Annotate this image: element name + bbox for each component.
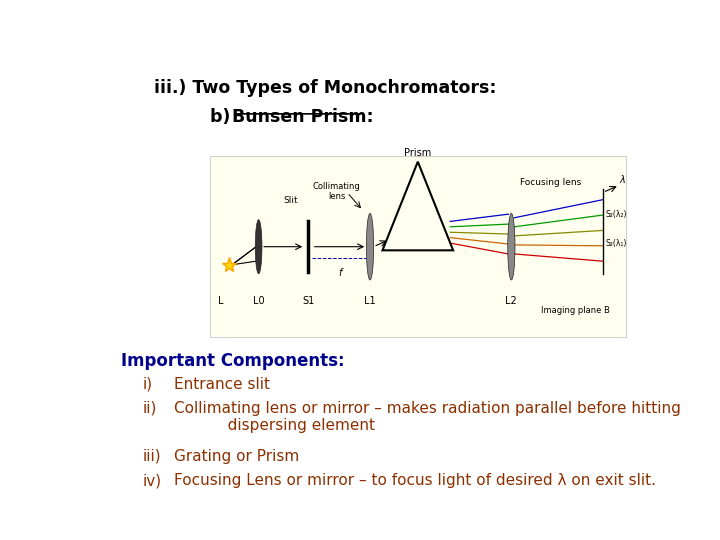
Text: iii): iii)	[143, 449, 161, 464]
Text: iv): iv)	[143, 473, 162, 488]
Text: S1: S1	[302, 295, 315, 306]
Text: L1: L1	[364, 295, 376, 306]
Ellipse shape	[508, 213, 515, 280]
Text: Entrance slit: Entrance slit	[174, 377, 270, 392]
Text: λ: λ	[619, 175, 625, 185]
Text: L: L	[217, 295, 223, 306]
Text: Prism: Prism	[404, 148, 431, 158]
Text: f: f	[338, 268, 341, 279]
Text: i): i)	[143, 377, 153, 392]
Ellipse shape	[366, 213, 374, 280]
Text: Collimating lens or mirror – makes radiation parallel before hitting
           : Collimating lens or mirror – makes radia…	[174, 401, 680, 433]
Ellipse shape	[256, 220, 262, 274]
Text: S₂(λ₁): S₂(λ₁)	[606, 239, 627, 248]
Text: Collimating
lens: Collimating lens	[313, 181, 361, 201]
Text: Focusing Lens or mirror – to focus light of desired λ on exit slit.: Focusing Lens or mirror – to focus light…	[174, 473, 656, 488]
Text: Grating or Prism: Grating or Prism	[174, 449, 299, 464]
FancyBboxPatch shape	[210, 156, 626, 337]
Text: Imaging plane B: Imaging plane B	[541, 306, 611, 315]
Text: b): b)	[210, 109, 236, 126]
Text: L0: L0	[253, 295, 264, 306]
Text: Bunsen Prism:: Bunsen Prism:	[233, 109, 374, 126]
Text: L2: L2	[505, 295, 517, 306]
Text: Slit: Slit	[284, 196, 298, 205]
Text: Important Components:: Important Components:	[121, 352, 344, 370]
Text: iii.) Two Types of Monochromators:: iii.) Two Types of Monochromators:	[154, 79, 497, 97]
Text: ii): ii)	[143, 401, 158, 416]
Text: S₂(λ₂): S₂(λ₂)	[606, 210, 627, 219]
Text: Focusing lens: Focusing lens	[521, 178, 582, 187]
